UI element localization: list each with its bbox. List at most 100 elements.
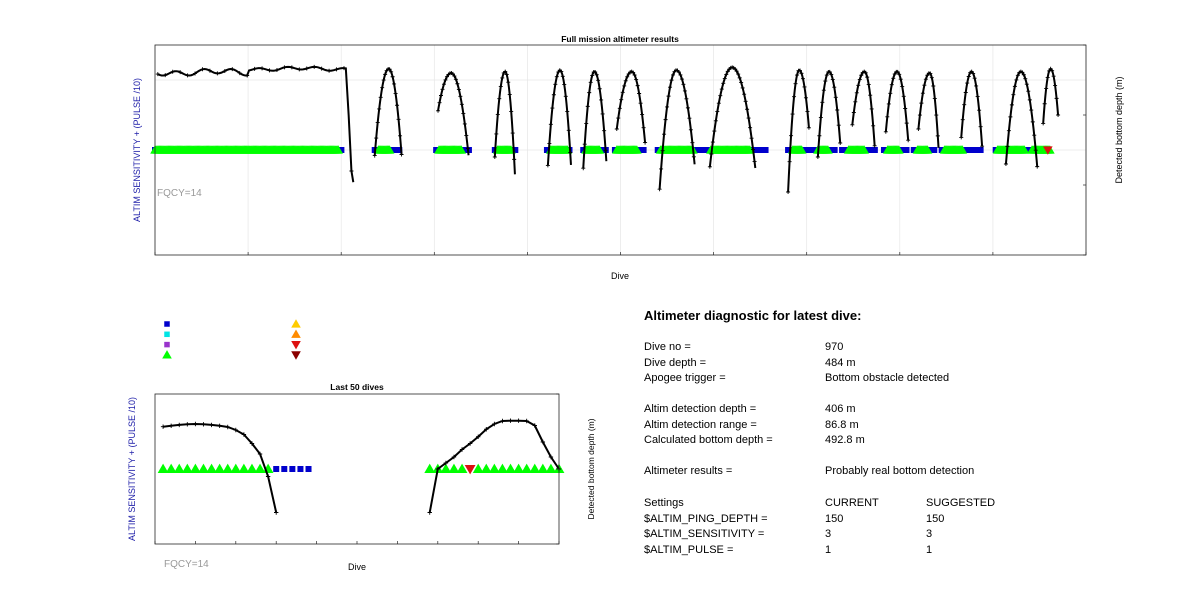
top-depth-point [712,129,717,134]
legend-marker [291,329,301,338]
top-tde-no-return-point [338,147,345,153]
top-y-label-right: Detected bottom depth (m) [1114,76,1124,183]
top-depth-point [659,166,664,171]
top-depth-point [497,96,502,101]
top-depth-point [863,70,868,75]
top-depth-point [551,92,556,97]
top-bod-real-return-point [1019,145,1030,154]
top-depth-point [380,85,385,90]
top-depth-point [746,116,751,121]
top-depth-point [903,106,908,111]
top-depth-point [458,94,463,99]
top-depth-point [736,72,741,77]
top-depth-point [886,101,891,106]
top-depth-point [663,117,668,122]
settings-suggested-column: SUGGESTED 150 3 1 [926,496,995,558]
top-depth-point [500,75,505,80]
settings-header: Settings [644,497,684,509]
top-depth-point [787,159,792,164]
top-depth-point [1053,83,1058,88]
top-depth-point [399,152,404,157]
top-depth-point [588,80,593,85]
top-depth-point [836,123,841,128]
top-depth-point [934,113,939,118]
top-depth-point [506,80,511,85]
top-depth-point [971,71,976,76]
top-depth-point [510,131,515,136]
top-depth-point [459,102,464,107]
top-depth-point [1021,72,1026,77]
top-depth-point [916,127,921,131]
bottom-chart-title: Last 50 dives [330,382,384,392]
top-depth-point [464,133,469,138]
bottom-depth-point [168,423,174,428]
top-depth-point [395,103,400,108]
top-depth-point [806,125,811,130]
bottom-bod-real-return-point [173,463,185,474]
top-tde-no-return-point [977,147,984,153]
top-bod-real-return-point [859,145,870,154]
top-depth-point [980,144,985,149]
top-depth-point [850,122,855,127]
top-depth-point [745,107,750,112]
top-depth-point [830,77,835,82]
bottom-depth-point [193,421,198,427]
bottom-depth-point [459,447,465,452]
bottom-depth-point [484,427,489,432]
top-depth-point [507,92,512,97]
top-depth-point [793,81,798,86]
calculated-bottom-depth-label: Calculated bottom depth = [644,434,773,446]
bottom-depth-point [233,427,238,433]
top-depth-point [919,101,924,106]
top-depth-point [547,141,552,146]
top-depth-point [319,66,324,71]
top-tde-no-return-point [903,147,910,153]
top-depth-point [215,71,220,76]
top-tde-no-return-point [762,147,769,153]
top-depth-point [891,76,896,81]
top-depth-point [545,163,550,168]
bottom-depth-point [225,424,230,430]
top-depth-point [733,67,738,72]
top-depth-point [327,68,332,73]
top-depth-point [932,96,937,101]
top-fqcy-annotation: FQCY=14 [157,188,202,199]
top-depth-point [883,129,888,134]
top-depth-point [465,146,470,151]
top-depth-point [859,73,864,78]
ping-depth-current: 150 [825,512,844,525]
bottom-x-ticks [154,541,560,544]
top-depth-point [803,95,808,100]
top-depth-point [713,118,718,123]
top-depth-point [1012,84,1017,89]
top-bod-real-return-point [333,145,344,154]
top-depth-point [962,102,967,107]
top-depth-point [892,72,897,77]
top-depth-point [734,69,739,74]
top-depth-point [666,94,671,99]
top-depth-point [835,107,840,112]
diagnostic-values-1: 970 484 m Bottom obstacle detected [825,340,949,387]
top-depth-point [710,140,715,145]
bottom-bod-real-return-point [472,463,484,474]
top-tde-no-return-point [831,147,838,153]
top-depth-point [1033,148,1038,153]
top-depth-point [617,106,622,111]
top-depth-point [289,65,294,70]
top-depth-point [895,69,900,74]
top-depth-point [749,136,754,141]
top-depth-point [665,104,670,109]
bottom-bod-real-return-point [206,463,217,474]
top-depth-point [377,106,382,111]
bottom-depth-point [443,460,449,466]
top-depth-point [820,100,825,105]
top-depth-point [163,73,168,78]
top-depth-point [669,78,674,83]
top-depth-point [637,91,642,96]
top-chart-title: Full mission altimeter results [561,34,679,44]
dive-no-label: Dive no = [644,341,691,353]
sensitivity-suggested: 3 [926,528,933,540]
top-depth-point [387,67,392,72]
ping-depth-suggested: 150 [926,512,945,525]
top-depth-point [378,95,383,100]
